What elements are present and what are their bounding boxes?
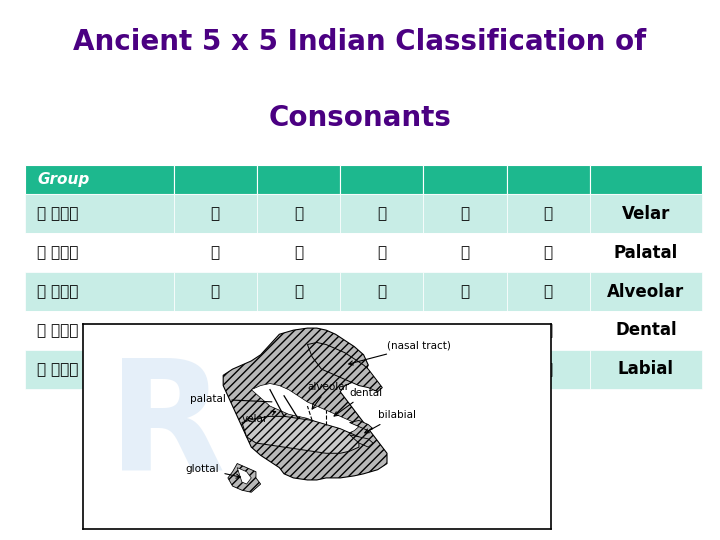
Bar (340, 165, 423, 194)
Text: Consonants: Consonants (269, 104, 451, 132)
Bar (340, 233, 423, 272)
Bar (25, 272, 174, 311)
Text: क वरग: क वरग (37, 206, 78, 221)
Text: ड: ड (377, 284, 386, 299)
Polygon shape (350, 435, 373, 447)
Text: द: द (377, 323, 386, 338)
Text: ध: ध (460, 323, 469, 338)
Bar (257, 194, 340, 233)
Bar (507, 350, 590, 389)
Text: velar: velar (242, 411, 276, 424)
Text: त: त (211, 323, 220, 338)
Text: क: क (211, 206, 220, 221)
Polygon shape (350, 421, 373, 431)
Text: glottal: glottal (186, 464, 240, 478)
Text: ब: ब (377, 362, 386, 377)
Bar (590, 194, 702, 233)
Bar (590, 165, 702, 194)
Text: न: न (544, 323, 553, 338)
Polygon shape (251, 383, 359, 435)
Bar (257, 272, 340, 311)
Text: म: म (544, 362, 553, 377)
Bar (423, 272, 507, 311)
Text: ण: ण (544, 284, 553, 299)
Polygon shape (223, 328, 387, 480)
Bar (25, 311, 174, 350)
Text: (nasal tract): (nasal tract) (348, 341, 451, 365)
Text: भ: भ (460, 362, 469, 377)
Text: थ: थ (294, 323, 303, 338)
Bar (590, 311, 702, 350)
Text: alveolar: alveolar (307, 382, 349, 409)
Bar (590, 272, 702, 311)
Text: Group: Group (37, 172, 89, 187)
Text: घ: घ (460, 206, 469, 221)
Text: palatal: palatal (190, 394, 272, 404)
Bar (590, 233, 702, 272)
Text: dental: dental (334, 388, 383, 416)
Text: त वरग: त वरग (37, 323, 78, 338)
Bar (507, 233, 590, 272)
Bar (423, 194, 507, 233)
Bar (174, 350, 257, 389)
Bar (340, 272, 423, 311)
Text: ख: ख (294, 206, 303, 221)
Text: Alveolar: Alveolar (607, 282, 685, 301)
Bar (174, 194, 257, 233)
Bar (340, 194, 423, 233)
Polygon shape (228, 463, 261, 492)
Bar (507, 165, 590, 194)
Text: ङ: ङ (544, 206, 553, 221)
Text: फ: फ (294, 362, 303, 377)
Bar (25, 350, 174, 389)
Bar (340, 350, 423, 389)
Bar (257, 233, 340, 272)
Text: ट: ट (211, 284, 220, 299)
Text: Ancient 5 x 5 Indian Classification of: Ancient 5 x 5 Indian Classification of (73, 28, 647, 56)
Bar (423, 350, 507, 389)
Text: च वरग: च वरग (37, 245, 78, 260)
Bar (174, 233, 257, 272)
Bar (507, 311, 590, 350)
Bar (590, 350, 702, 389)
Text: Velar: Velar (621, 205, 670, 223)
Text: ञ: ञ (544, 245, 553, 260)
Bar (507, 194, 590, 233)
Bar (257, 165, 340, 194)
Polygon shape (307, 342, 382, 392)
Bar (25, 165, 174, 194)
Text: ग: ग (377, 206, 386, 221)
Text: ठ: ठ (294, 284, 303, 299)
Bar (25, 194, 174, 233)
Text: ढ: ढ (460, 284, 469, 299)
Text: च: च (211, 245, 220, 260)
Polygon shape (237, 468, 251, 484)
Text: Palatal: Palatal (613, 244, 678, 262)
Text: R: R (108, 352, 226, 501)
Bar (340, 311, 423, 350)
Bar (174, 272, 257, 311)
Text: प वरग: प वरग (37, 362, 78, 377)
Text: Labial: Labial (618, 360, 674, 379)
Bar (174, 165, 257, 194)
Text: bilabial: bilabial (365, 410, 415, 433)
Bar (25, 233, 174, 272)
Text: प: प (211, 362, 220, 377)
Bar (507, 272, 590, 311)
Bar (257, 350, 340, 389)
Bar (423, 311, 507, 350)
Text: ज: ज (377, 245, 386, 260)
Text: ट वरग: ट वरग (37, 284, 78, 299)
Text: छ: छ (294, 245, 303, 260)
Bar (174, 311, 257, 350)
Text: Dental: Dental (615, 321, 677, 340)
Polygon shape (242, 416, 359, 453)
Bar (257, 311, 340, 350)
Bar (423, 233, 507, 272)
Bar (423, 165, 507, 194)
Text: झ: झ (460, 245, 469, 260)
